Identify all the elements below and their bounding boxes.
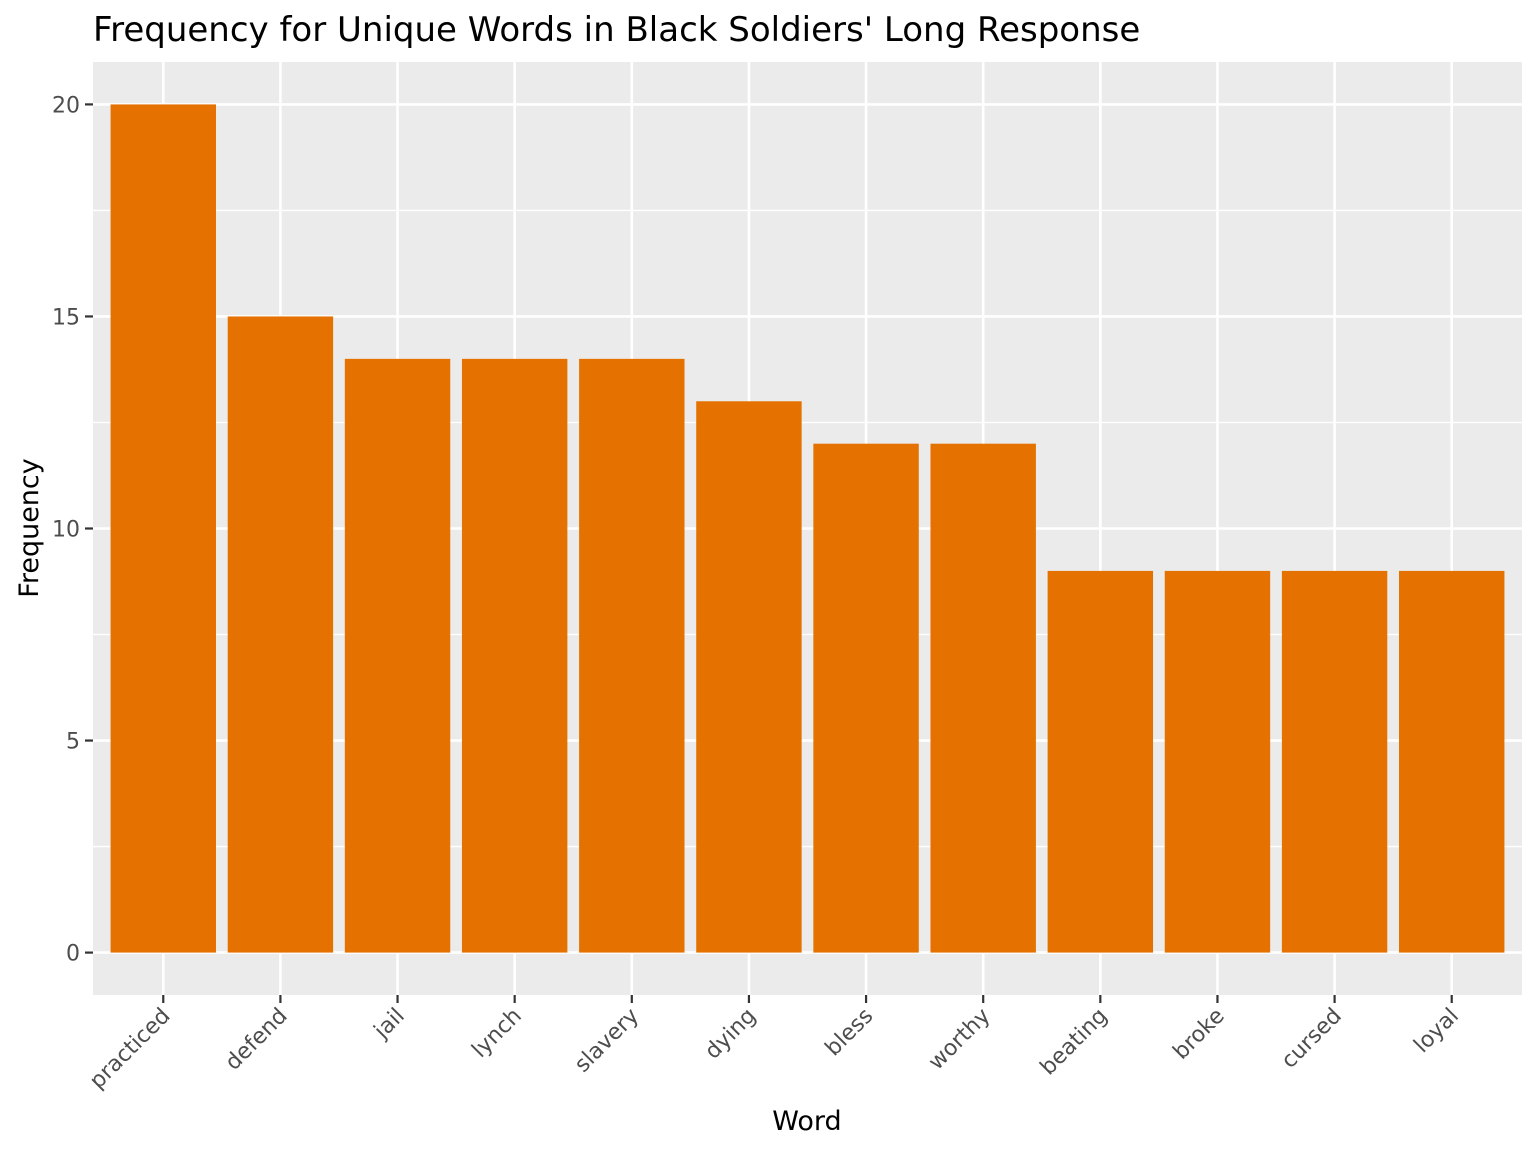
x-tick-label: practiced: [85, 1004, 175, 1094]
bars: [110, 104, 1505, 953]
x-axis: practiced defend jail lynch slavery dying bles…: [85, 995, 1464, 1094]
bar-lynch: [461, 358, 568, 953]
bar-worthy: [930, 443, 1036, 953]
bar-beating: [1047, 570, 1154, 953]
y-tick-label: 15: [52, 305, 80, 330]
chart-title: Frequency for Unique Words in Black Sold…: [93, 10, 1140, 50]
y-axis-title: Frequency: [14, 458, 45, 598]
x-tick-label: defend: [221, 1004, 293, 1076]
y-tick-label: 20: [52, 93, 80, 118]
x-tick-label: slavery: [570, 1004, 644, 1078]
bar-defend: [227, 316, 334, 953]
bar-loyal: [1399, 570, 1505, 953]
x-tick-label: jail: [369, 1004, 410, 1045]
y-tick-label: 10: [52, 518, 80, 543]
x-tick-label: lynch: [467, 1004, 526, 1063]
y-axis: 0 5 10 15 20: [52, 93, 93, 967]
bar-practiced: [110, 104, 216, 953]
bar-slavery: [579, 358, 685, 953]
bar-broke: [1164, 570, 1271, 953]
y-tick-label: 0: [66, 942, 80, 967]
x-tick-label: loyal: [1409, 1004, 1464, 1059]
x-tick-label: bless: [821, 1004, 879, 1062]
x-tick-label: worthy: [924, 1004, 995, 1075]
y-tick-label: 5: [66, 730, 80, 755]
x-tick-label: beating: [1036, 1004, 1113, 1081]
x-tick-label: broke: [1169, 1004, 1230, 1065]
bar-dying: [696, 401, 802, 953]
x-axis-title: Word: [772, 1106, 841, 1137]
x-tick-label: cursed: [1277, 1004, 1347, 1074]
bar-bless: [813, 443, 919, 953]
bar-jail: [344, 358, 451, 953]
x-tick-label: dying: [700, 1004, 761, 1065]
bar-cursed: [1281, 570, 1388, 953]
